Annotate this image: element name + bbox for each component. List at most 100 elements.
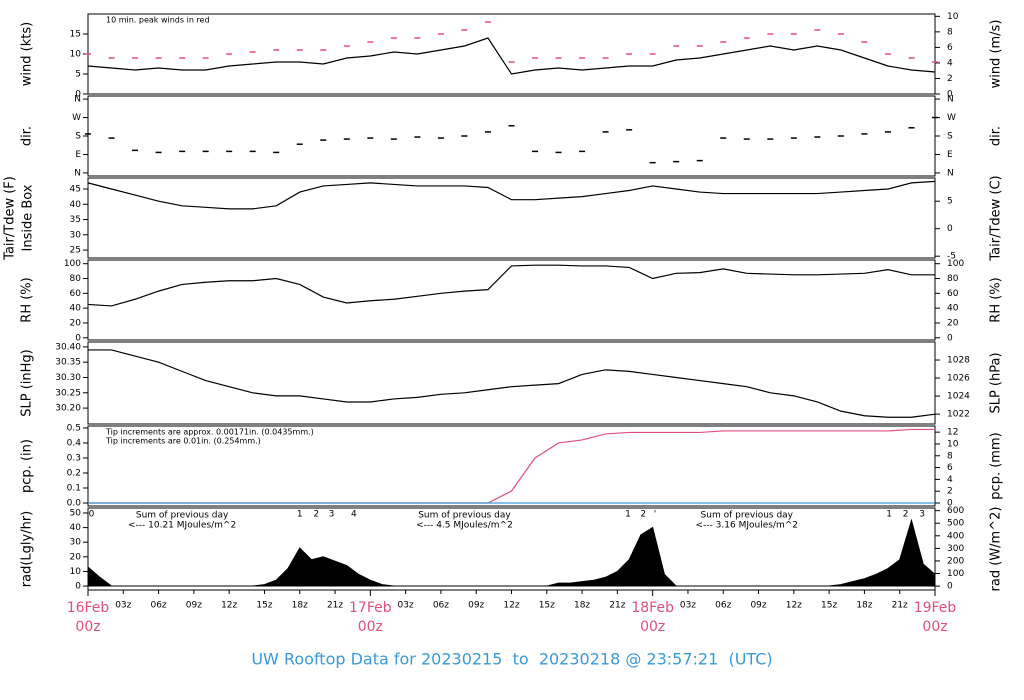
x-tick-label: 15z: [821, 601, 837, 611]
sun-marker: 1: [886, 510, 892, 520]
day-sum: <--- 3.16 MJoules/m^2: [696, 521, 798, 531]
y-tick-label: 100: [64, 259, 81, 269]
sun-marker: 0: [89, 510, 95, 520]
y-tick-label: 40: [70, 200, 82, 210]
y-tick-label: 50: [70, 508, 82, 518]
y-tick-label: S: [75, 132, 81, 142]
sun-marker: 3: [919, 510, 925, 520]
x-tick-label: 18z: [292, 601, 308, 611]
sun-marker: 1: [625, 510, 631, 520]
y2-tick-label: 200: [947, 556, 964, 566]
day-label: 19Feb: [914, 600, 957, 616]
panel-frame: [87, 95, 936, 177]
series-line: [87, 37, 936, 75]
day-hour-label: 00z: [358, 619, 383, 635]
y2-tick-label: 20: [947, 318, 959, 328]
y-tick-label: E: [75, 150, 81, 160]
y-tick-label: 0: [75, 333, 81, 343]
y-tick-label: 40: [70, 304, 82, 314]
y-tick-label: 0.5: [67, 423, 81, 433]
x-tick-label: 03z: [680, 601, 696, 611]
sun-marker: 2: [313, 510, 319, 520]
y-tick-label: 30: [70, 538, 82, 548]
y-tick-label: 5: [75, 70, 81, 80]
y-axis-label: Tair/Tdew (F): [3, 176, 18, 261]
x-tick-label: 18z: [574, 601, 590, 611]
y-tick-label: 0.3: [67, 453, 81, 463]
y2-tick-label: 6: [947, 463, 953, 473]
day-label: 17Feb: [349, 600, 392, 616]
y2-tick-label: 1022: [947, 410, 970, 420]
sun-marker: 2: [640, 510, 646, 520]
rad-area: [87, 518, 936, 587]
y-tick-label: 0.1: [67, 483, 81, 493]
y2-tick-label: E: [947, 150, 953, 160]
panel-frame: [87, 177, 936, 259]
y2-tick-label: 60: [947, 289, 959, 299]
day-hour-label: 00z: [922, 619, 947, 635]
y-tick-label: 15: [70, 30, 81, 40]
x-tick-label: 09z: [186, 601, 202, 611]
x-tick-label: 12z: [786, 601, 802, 611]
y2-tick-label: 5: [947, 197, 953, 207]
x-tick-label: 21z: [609, 601, 625, 611]
y2-axis-label: pcp. (mm): [989, 432, 1004, 499]
y-tick-label: 30.40: [55, 342, 81, 352]
y2-tick-label: 400: [947, 531, 964, 541]
y-tick-label: 0.2: [67, 468, 81, 478]
day-label: 16Feb: [67, 600, 110, 616]
series-line: [87, 180, 936, 210]
y-tick-label: 10: [70, 50, 82, 60]
y2-tick-label: 500: [947, 519, 964, 529]
x-tick-label: 18z: [856, 601, 872, 611]
y2-tick-label: 12: [947, 428, 958, 438]
y2-tick-label: 1026: [947, 374, 970, 384]
panel-frame: [87, 425, 936, 507]
y-axis-label: rad(Lgly/hr): [20, 511, 35, 587]
series-line: [88, 349, 936, 418]
sun-marker: 4: [351, 510, 357, 520]
y-tick-label: N: [74, 168, 81, 178]
y2-tick-label: 0: [947, 582, 953, 592]
y-tick-label: 0.0: [67, 498, 82, 508]
panel-frame: [87, 341, 936, 425]
y-tick-label: 30.25: [55, 388, 81, 398]
y2-tick-label: 80: [947, 274, 959, 284]
y2-tick-label: 0: [947, 224, 953, 234]
y2-tick-label: 1028: [947, 356, 970, 366]
y2-tick-label: S: [947, 132, 953, 142]
y-axis-label: SLP (inHg): [20, 349, 35, 417]
y2-tick-label: W: [947, 113, 956, 123]
y2-axis-label: dir.: [989, 126, 1004, 146]
day-sum: <--- 4.5 MJoules/m^2: [416, 521, 513, 531]
y2-tick-label: 100: [947, 259, 964, 269]
y-tick-label: 30.30: [55, 373, 81, 383]
y-tick-label: W: [72, 113, 81, 123]
y-tick-label: 30.35: [55, 358, 81, 368]
panel-frame: [87, 259, 936, 341]
y2-tick-label: 0: [947, 333, 953, 343]
x-tick-label: 21z: [892, 601, 908, 611]
y2-axis-label: rad (W/m^2): [989, 507, 1004, 592]
sun-marker: ': [654, 510, 656, 520]
y-tick-label: 30.20: [55, 404, 81, 414]
day-sum: Sum of previous day: [418, 511, 511, 521]
y-tick-label: 30: [70, 230, 82, 240]
sun-marker: 3: [329, 510, 335, 520]
y-tick-label: 25: [70, 246, 81, 256]
y-tick-label: N: [74, 95, 81, 105]
x-tick-label: 03z: [398, 601, 414, 611]
sun-marker: 1: [297, 510, 303, 520]
x-tick-label: 03z: [115, 601, 131, 611]
y2-tick-label: N: [947, 168, 954, 178]
y-axis-label: pcp. (in): [20, 439, 35, 493]
y2-tick-label: N: [947, 95, 954, 105]
y2-tick-label: 10: [947, 12, 959, 22]
y-axis-label: wind (kts): [20, 22, 35, 86]
y2-tick-label: 1024: [947, 392, 970, 402]
y2-tick-label: 10: [947, 439, 959, 449]
day-label: 18Feb: [631, 600, 674, 616]
y2-axis-label: SLP (hPa): [989, 352, 1004, 413]
y2-tick-label: 100: [947, 569, 964, 579]
